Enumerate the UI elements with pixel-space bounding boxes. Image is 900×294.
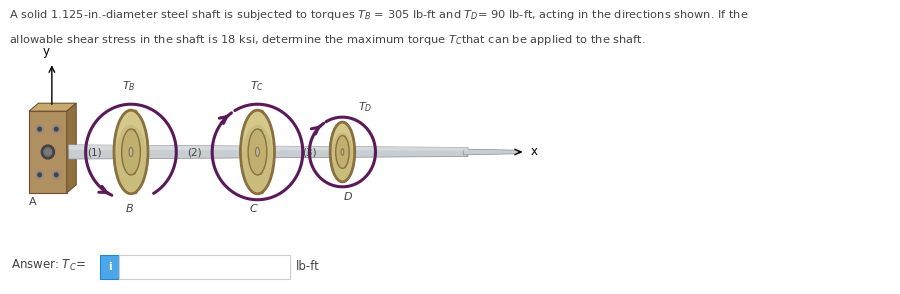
Ellipse shape: [131, 129, 138, 175]
Text: $T_D$: $T_D$: [357, 100, 372, 114]
Text: lb-ft: lb-ft: [296, 260, 320, 273]
Circle shape: [38, 173, 41, 177]
Ellipse shape: [116, 125, 147, 192]
Text: A: A: [29, 197, 37, 207]
Ellipse shape: [242, 125, 273, 192]
Ellipse shape: [131, 110, 140, 194]
Polygon shape: [67, 103, 76, 193]
Ellipse shape: [257, 110, 267, 194]
Circle shape: [55, 173, 58, 177]
Text: B: B: [125, 204, 133, 214]
Text: A solid 1.125-in.-diameter steel shaft is subjected to torques $T_B$ = 305 lb-ft: A solid 1.125-in.-diameter steel shaft i…: [9, 8, 749, 22]
Text: x: x: [530, 146, 537, 158]
Ellipse shape: [257, 129, 265, 175]
Text: C: C: [250, 204, 257, 214]
Text: $T_B$: $T_B$: [122, 79, 136, 93]
Ellipse shape: [122, 129, 140, 175]
Polygon shape: [68, 145, 468, 159]
Ellipse shape: [342, 122, 349, 182]
Ellipse shape: [129, 147, 133, 157]
Circle shape: [53, 126, 59, 133]
Ellipse shape: [331, 133, 354, 180]
FancyBboxPatch shape: [100, 255, 121, 279]
Text: D: D: [344, 192, 353, 202]
Ellipse shape: [330, 122, 355, 182]
Circle shape: [36, 126, 43, 133]
Ellipse shape: [114, 110, 148, 194]
Circle shape: [38, 127, 41, 131]
Polygon shape: [29, 111, 67, 193]
Circle shape: [41, 145, 55, 159]
Circle shape: [44, 148, 51, 156]
Text: (1): (1): [86, 148, 102, 158]
Text: allowable shear stress in the shaft is 18 ksi, determine the maximum torque $T_C: allowable shear stress in the shaft is 1…: [9, 34, 646, 47]
Text: (2): (2): [187, 148, 202, 158]
Ellipse shape: [240, 110, 274, 194]
Text: (3): (3): [302, 148, 317, 158]
Text: y: y: [42, 45, 50, 59]
Text: $T_C$: $T_C$: [250, 79, 265, 93]
Circle shape: [53, 171, 59, 178]
Polygon shape: [464, 149, 520, 155]
Polygon shape: [29, 103, 76, 111]
Ellipse shape: [256, 147, 259, 157]
Ellipse shape: [342, 136, 347, 168]
Ellipse shape: [336, 136, 349, 168]
Circle shape: [55, 127, 58, 131]
Text: i: i: [109, 262, 112, 272]
Circle shape: [36, 171, 43, 178]
Polygon shape: [68, 145, 468, 151]
Ellipse shape: [341, 149, 344, 155]
Text: Answer: $T_C$=: Answer: $T_C$=: [11, 258, 86, 273]
FancyBboxPatch shape: [119, 255, 291, 279]
Ellipse shape: [248, 129, 266, 175]
